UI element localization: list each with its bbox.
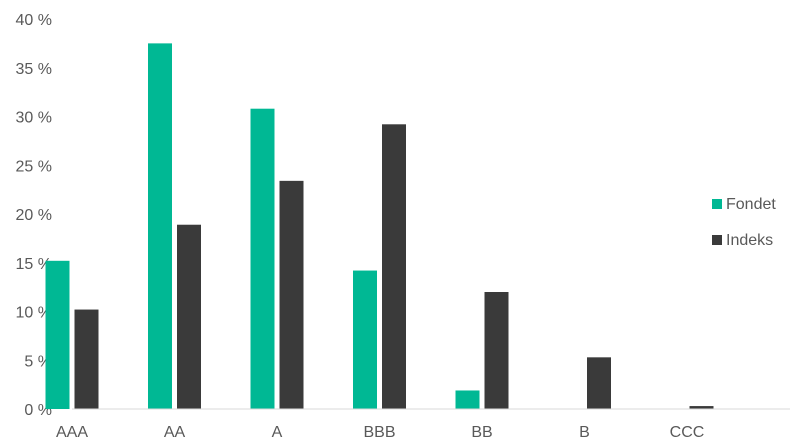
bar-indeks-a xyxy=(279,180,304,409)
bar-indeks-ccc xyxy=(689,406,714,409)
y-tick-label: 20 % xyxy=(16,207,52,224)
x-tick-label: CCC xyxy=(670,424,705,440)
x-tick-label: BB xyxy=(471,424,492,440)
bar-fondet-aa xyxy=(148,43,172,409)
bars xyxy=(45,43,714,410)
bar-indeks-bbb xyxy=(382,124,406,410)
bar-fondet-aaa xyxy=(45,260,70,409)
y-tick-label: 0 % xyxy=(24,402,52,419)
x-tick-label: AA xyxy=(164,424,186,440)
x-tick-label: A xyxy=(272,424,283,440)
bar-fondet-bb xyxy=(455,390,480,409)
legend-swatch-indeks xyxy=(712,235,722,245)
bar-fondet-bbb xyxy=(353,270,377,409)
bar-fondet-a xyxy=(250,108,275,409)
x-tick-label: AAA xyxy=(56,424,88,440)
y-tick-label: 15 % xyxy=(16,256,52,273)
legend: Fondet Indeks xyxy=(712,196,776,249)
legend-label-indeks: Indeks xyxy=(726,232,773,249)
bar-indeks-aa xyxy=(177,224,201,409)
x-tick-label: B xyxy=(579,424,590,440)
bar-indeks-bb xyxy=(484,292,509,409)
bar-indeks-aaa xyxy=(74,309,99,409)
y-tick-label: 10 % xyxy=(16,305,52,322)
y-tick-label: 40 % xyxy=(16,12,52,29)
y-tick-label: 30 % xyxy=(16,110,52,127)
legend-label-fondet: Fondet xyxy=(726,196,776,213)
legend-swatch-fondet xyxy=(712,199,722,209)
y-tick-label: 35 % xyxy=(16,61,52,78)
x-tick-label: BBB xyxy=(363,424,395,440)
bar-indeks-b xyxy=(587,357,611,409)
y-tick-label: 5 % xyxy=(24,353,52,370)
y-axis: 0 % 5 % 10 % 15 % 20 % 25 % 30 % 35 % 40 % xyxy=(16,12,52,419)
y-tick-label: 25 % xyxy=(16,158,52,175)
x-axis: AAA AA A BBB BB B CCC xyxy=(56,424,704,440)
